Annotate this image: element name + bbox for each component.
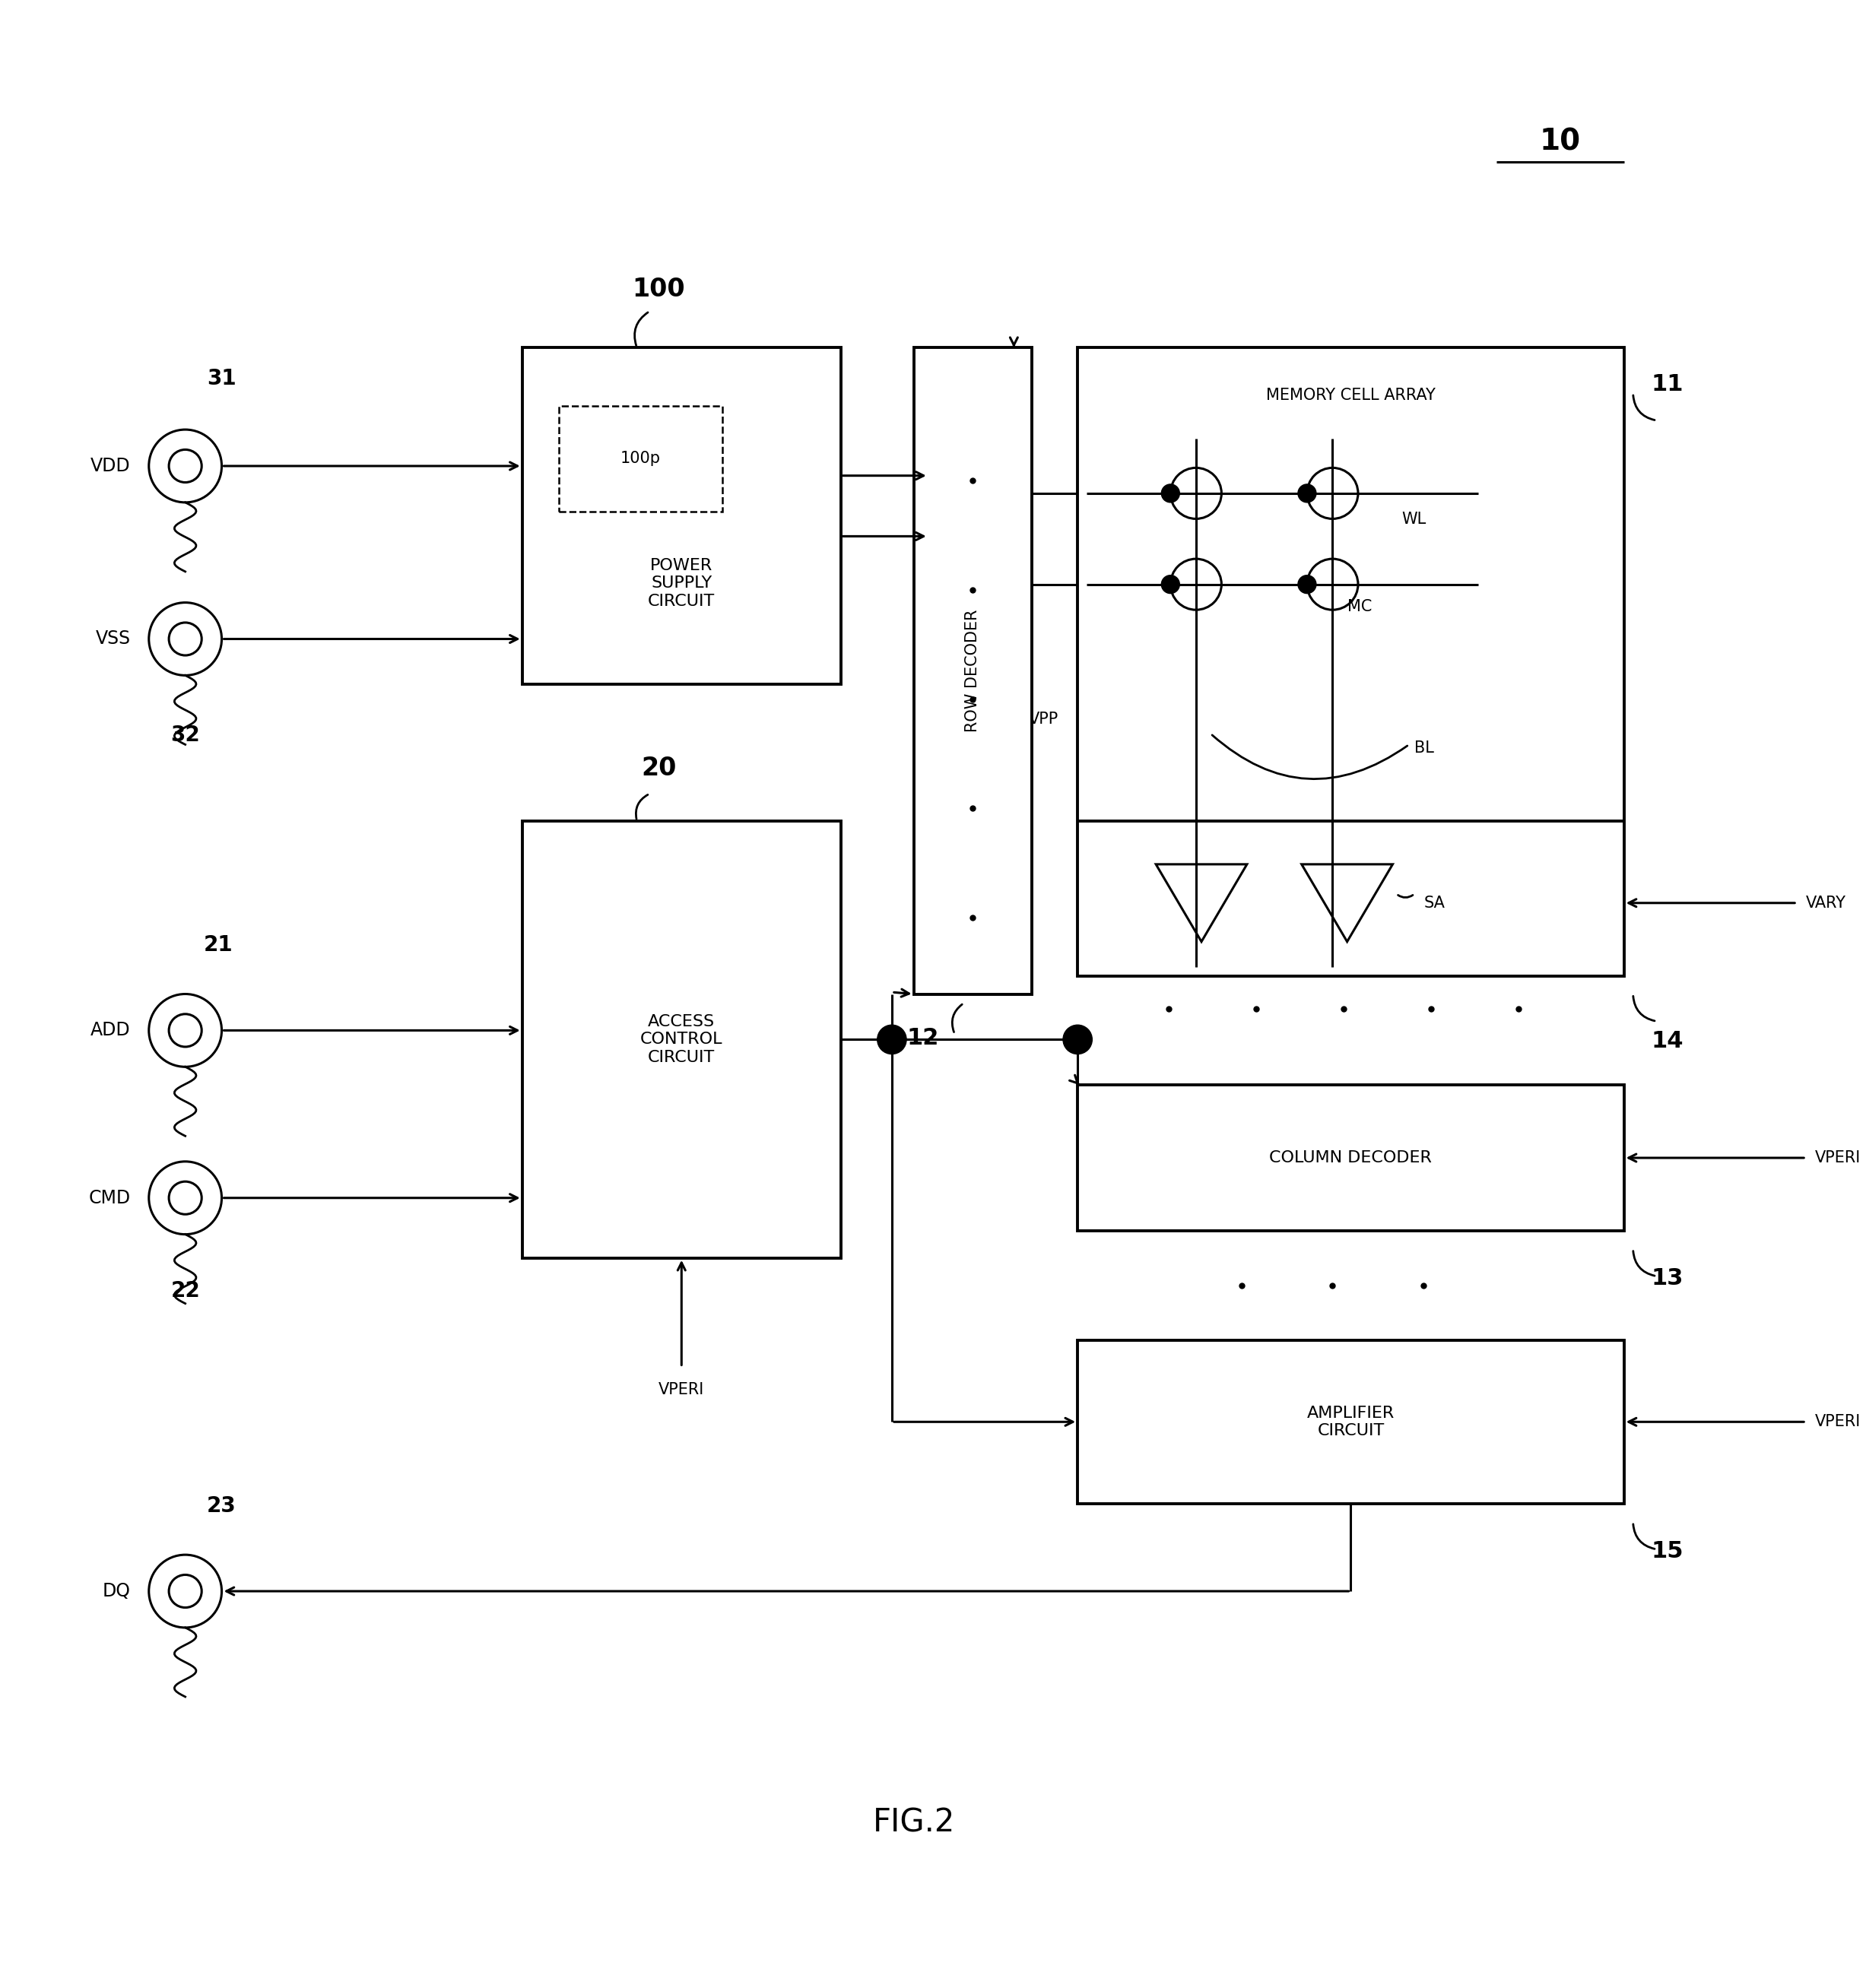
Text: DQ: DQ xyxy=(103,1582,131,1600)
Bar xyxy=(1077,348,1623,976)
Text: MEMORY CELL ARRAY: MEMORY CELL ARRAY xyxy=(1265,388,1435,404)
Text: 15: 15 xyxy=(1651,1541,1683,1563)
Text: MC: MC xyxy=(1347,598,1372,614)
Bar xyxy=(914,348,1032,994)
Text: VPERI: VPERI xyxy=(659,1382,705,1398)
Text: AMPLIFIER
CIRCUIT: AMPLIFIER CIRCUIT xyxy=(1306,1406,1394,1437)
Text: FIG.2: FIG.2 xyxy=(873,1807,955,1839)
Text: 21: 21 xyxy=(203,934,233,956)
Circle shape xyxy=(1064,1026,1092,1054)
Circle shape xyxy=(1161,575,1179,594)
Text: ROW DECODER: ROW DECODER xyxy=(965,610,980,732)
Text: VPP: VPP xyxy=(1028,712,1058,728)
Text: 13: 13 xyxy=(1651,1266,1683,1288)
Text: ACCESS
CONTROL
CIRCUIT: ACCESS CONTROL CIRCUIT xyxy=(640,1014,722,1066)
Text: COLUMN DECODER: COLUMN DECODER xyxy=(1269,1151,1431,1165)
Text: VARY: VARY xyxy=(935,529,976,545)
Bar xyxy=(522,348,842,684)
Text: VDD: VDD xyxy=(91,457,131,475)
Circle shape xyxy=(1299,575,1316,594)
Text: VPERI: VPERI xyxy=(1816,1413,1860,1429)
Circle shape xyxy=(877,1026,907,1054)
Circle shape xyxy=(1161,485,1179,503)
Text: VPERI: VPERI xyxy=(1816,1151,1860,1165)
Text: 14: 14 xyxy=(1651,1030,1683,1052)
Circle shape xyxy=(1299,485,1316,503)
Text: VPERI: VPERI xyxy=(935,467,982,483)
Text: 100: 100 xyxy=(633,276,685,302)
Text: BL: BL xyxy=(1414,742,1435,755)
Text: 20: 20 xyxy=(642,755,675,781)
Text: WL: WL xyxy=(1401,511,1426,527)
Text: CMD: CMD xyxy=(90,1189,131,1207)
Text: 31: 31 xyxy=(207,368,237,390)
Text: 23: 23 xyxy=(207,1495,237,1517)
Text: 22: 22 xyxy=(170,1280,200,1300)
Text: 100p: 100p xyxy=(620,451,661,467)
Text: VARY: VARY xyxy=(1806,895,1845,911)
Text: 11: 11 xyxy=(1651,374,1683,396)
Text: VSS: VSS xyxy=(95,630,131,648)
Text: 10: 10 xyxy=(1539,127,1581,157)
Text: 32: 32 xyxy=(170,724,200,746)
Text: ADD: ADD xyxy=(91,1022,131,1040)
Bar xyxy=(522,821,842,1258)
Text: POWER
SUPPLY
CIRCUIT: POWER SUPPLY CIRCUIT xyxy=(648,559,715,608)
Text: 12: 12 xyxy=(907,1026,939,1050)
Bar xyxy=(1077,1085,1623,1231)
Text: SA: SA xyxy=(1424,895,1444,911)
Bar xyxy=(558,406,722,511)
Bar xyxy=(1077,1340,1623,1503)
